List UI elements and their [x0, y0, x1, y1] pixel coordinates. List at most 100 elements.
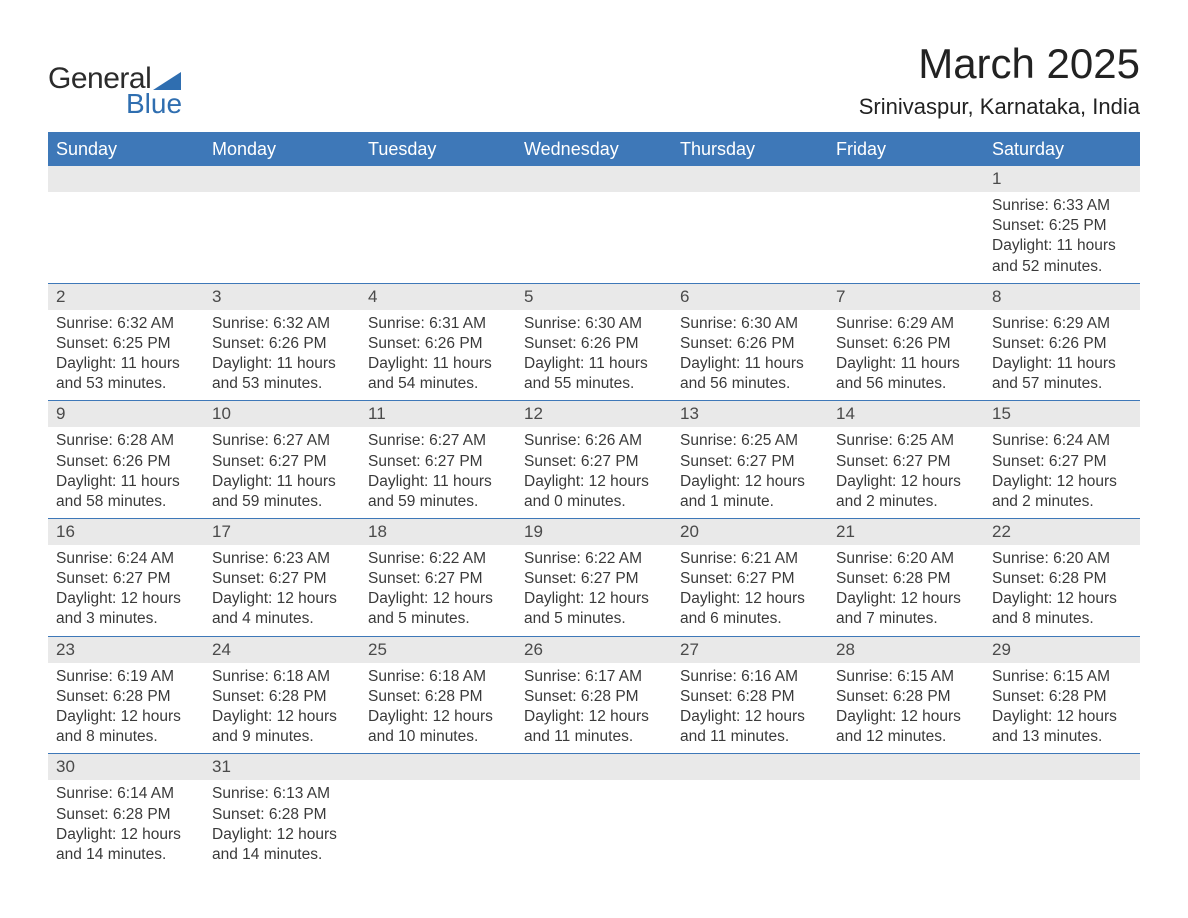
- day-detail: Sunrise: 6:24 AMSunset: 6:27 PMDaylight:…: [984, 427, 1140, 518]
- day-detail: Sunrise: 6:18 AMSunset: 6:28 PMDaylight:…: [204, 663, 360, 754]
- day-detail: [672, 780, 828, 871]
- day-number-row: 1: [48, 166, 1140, 193]
- day-detail: Sunrise: 6:23 AMSunset: 6:27 PMDaylight:…: [204, 545, 360, 636]
- day-detail-row: Sunrise: 6:32 AMSunset: 6:25 PMDaylight:…: [48, 310, 1140, 401]
- day-number: [360, 166, 516, 193]
- day-detail: [828, 780, 984, 871]
- day-detail: Sunrise: 6:22 AMSunset: 6:27 PMDaylight:…: [360, 545, 516, 636]
- day-number: 24: [204, 636, 360, 663]
- logo-triangle-icon: [153, 72, 181, 90]
- day-detail-row: Sunrise: 6:28 AMSunset: 6:26 PMDaylight:…: [48, 427, 1140, 518]
- day-detail: [360, 780, 516, 871]
- day-number-row: 16171819202122: [48, 518, 1140, 545]
- weekday-header: Friday: [828, 133, 984, 166]
- day-number: [672, 166, 828, 193]
- day-detail: Sunrise: 6:14 AMSunset: 6:28 PMDaylight:…: [48, 780, 204, 871]
- day-number: 8: [984, 283, 1140, 310]
- day-number-row: 3031: [48, 754, 1140, 781]
- page-header: General Blue March 2025 Srinivaspur, Kar…: [48, 40, 1140, 120]
- day-number: 29: [984, 636, 1140, 663]
- day-detail: Sunrise: 6:19 AMSunset: 6:28 PMDaylight:…: [48, 663, 204, 754]
- day-detail: Sunrise: 6:30 AMSunset: 6:26 PMDaylight:…: [516, 310, 672, 401]
- day-detail: Sunrise: 6:32 AMSunset: 6:26 PMDaylight:…: [204, 310, 360, 401]
- day-detail: Sunrise: 6:21 AMSunset: 6:27 PMDaylight:…: [672, 545, 828, 636]
- day-detail: [360, 192, 516, 283]
- day-detail: Sunrise: 6:13 AMSunset: 6:28 PMDaylight:…: [204, 780, 360, 871]
- day-detail: Sunrise: 6:22 AMSunset: 6:27 PMDaylight:…: [516, 545, 672, 636]
- weekday-header: Saturday: [984, 133, 1140, 166]
- day-number: [672, 754, 828, 781]
- day-detail: Sunrise: 6:29 AMSunset: 6:26 PMDaylight:…: [984, 310, 1140, 401]
- day-number: 5: [516, 283, 672, 310]
- day-detail-row: Sunrise: 6:14 AMSunset: 6:28 PMDaylight:…: [48, 780, 1140, 871]
- day-number: 16: [48, 518, 204, 545]
- day-detail: Sunrise: 6:15 AMSunset: 6:28 PMDaylight:…: [828, 663, 984, 754]
- day-number: [516, 754, 672, 781]
- day-detail-row: Sunrise: 6:24 AMSunset: 6:27 PMDaylight:…: [48, 545, 1140, 636]
- day-detail: Sunrise: 6:17 AMSunset: 6:28 PMDaylight:…: [516, 663, 672, 754]
- day-number: 26: [516, 636, 672, 663]
- weekday-header: Monday: [204, 133, 360, 166]
- day-number: [984, 754, 1140, 781]
- day-detail: [516, 780, 672, 871]
- day-detail: Sunrise: 6:32 AMSunset: 6:25 PMDaylight:…: [48, 310, 204, 401]
- day-number: 4: [360, 283, 516, 310]
- day-number: 19: [516, 518, 672, 545]
- day-number: 10: [204, 401, 360, 428]
- day-number: 27: [672, 636, 828, 663]
- day-detail: Sunrise: 6:26 AMSunset: 6:27 PMDaylight:…: [516, 427, 672, 518]
- day-number: 23: [48, 636, 204, 663]
- day-number: 31: [204, 754, 360, 781]
- day-detail: Sunrise: 6:25 AMSunset: 6:27 PMDaylight:…: [672, 427, 828, 518]
- brand-logo: General Blue: [48, 42, 182, 120]
- day-detail-row: Sunrise: 6:19 AMSunset: 6:28 PMDaylight:…: [48, 663, 1140, 754]
- weekday-header: Sunday: [48, 133, 204, 166]
- day-number: 6: [672, 283, 828, 310]
- day-detail: [516, 192, 672, 283]
- day-number: 18: [360, 518, 516, 545]
- day-number: 14: [828, 401, 984, 428]
- title-block: March 2025 Srinivaspur, Karnataka, India: [859, 40, 1140, 120]
- title-location: Srinivaspur, Karnataka, India: [859, 94, 1140, 120]
- day-detail: Sunrise: 6:27 AMSunset: 6:27 PMDaylight:…: [204, 427, 360, 518]
- day-number: [360, 754, 516, 781]
- day-number: 17: [204, 518, 360, 545]
- day-number: [516, 166, 672, 193]
- day-number: [828, 754, 984, 781]
- day-detail: Sunrise: 6:25 AMSunset: 6:27 PMDaylight:…: [828, 427, 984, 518]
- title-month: March 2025: [859, 40, 1140, 88]
- weekday-header: Thursday: [672, 133, 828, 166]
- day-detail: Sunrise: 6:31 AMSunset: 6:26 PMDaylight:…: [360, 310, 516, 401]
- day-detail: Sunrise: 6:16 AMSunset: 6:28 PMDaylight:…: [672, 663, 828, 754]
- day-number: 30: [48, 754, 204, 781]
- day-detail: Sunrise: 6:15 AMSunset: 6:28 PMDaylight:…: [984, 663, 1140, 754]
- day-detail: Sunrise: 6:24 AMSunset: 6:27 PMDaylight:…: [48, 545, 204, 636]
- day-number: 9: [48, 401, 204, 428]
- day-detail: Sunrise: 6:28 AMSunset: 6:26 PMDaylight:…: [48, 427, 204, 518]
- day-number: [204, 166, 360, 193]
- day-number: 2: [48, 283, 204, 310]
- day-detail: Sunrise: 6:30 AMSunset: 6:26 PMDaylight:…: [672, 310, 828, 401]
- sunrise-calendar: Sunday Monday Tuesday Wednesday Thursday…: [48, 132, 1140, 871]
- day-detail: [48, 192, 204, 283]
- day-number: 25: [360, 636, 516, 663]
- day-number-row: 2345678: [48, 283, 1140, 310]
- day-detail: [204, 192, 360, 283]
- day-detail: Sunrise: 6:33 AMSunset: 6:25 PMDaylight:…: [984, 192, 1140, 283]
- day-number: 21: [828, 518, 984, 545]
- day-number: 3: [204, 283, 360, 310]
- day-number: 13: [672, 401, 828, 428]
- day-number: 7: [828, 283, 984, 310]
- day-detail: [672, 192, 828, 283]
- day-number: [828, 166, 984, 193]
- day-number: 1: [984, 166, 1140, 193]
- day-number: [48, 166, 204, 193]
- day-detail: Sunrise: 6:18 AMSunset: 6:28 PMDaylight:…: [360, 663, 516, 754]
- weekday-header: Tuesday: [360, 133, 516, 166]
- day-number: 22: [984, 518, 1140, 545]
- day-detail: Sunrise: 6:20 AMSunset: 6:28 PMDaylight:…: [984, 545, 1140, 636]
- day-detail: [984, 780, 1140, 871]
- day-detail: Sunrise: 6:20 AMSunset: 6:28 PMDaylight:…: [828, 545, 984, 636]
- day-number-row: 9101112131415: [48, 401, 1140, 428]
- logo-word-blue: Blue: [126, 88, 182, 120]
